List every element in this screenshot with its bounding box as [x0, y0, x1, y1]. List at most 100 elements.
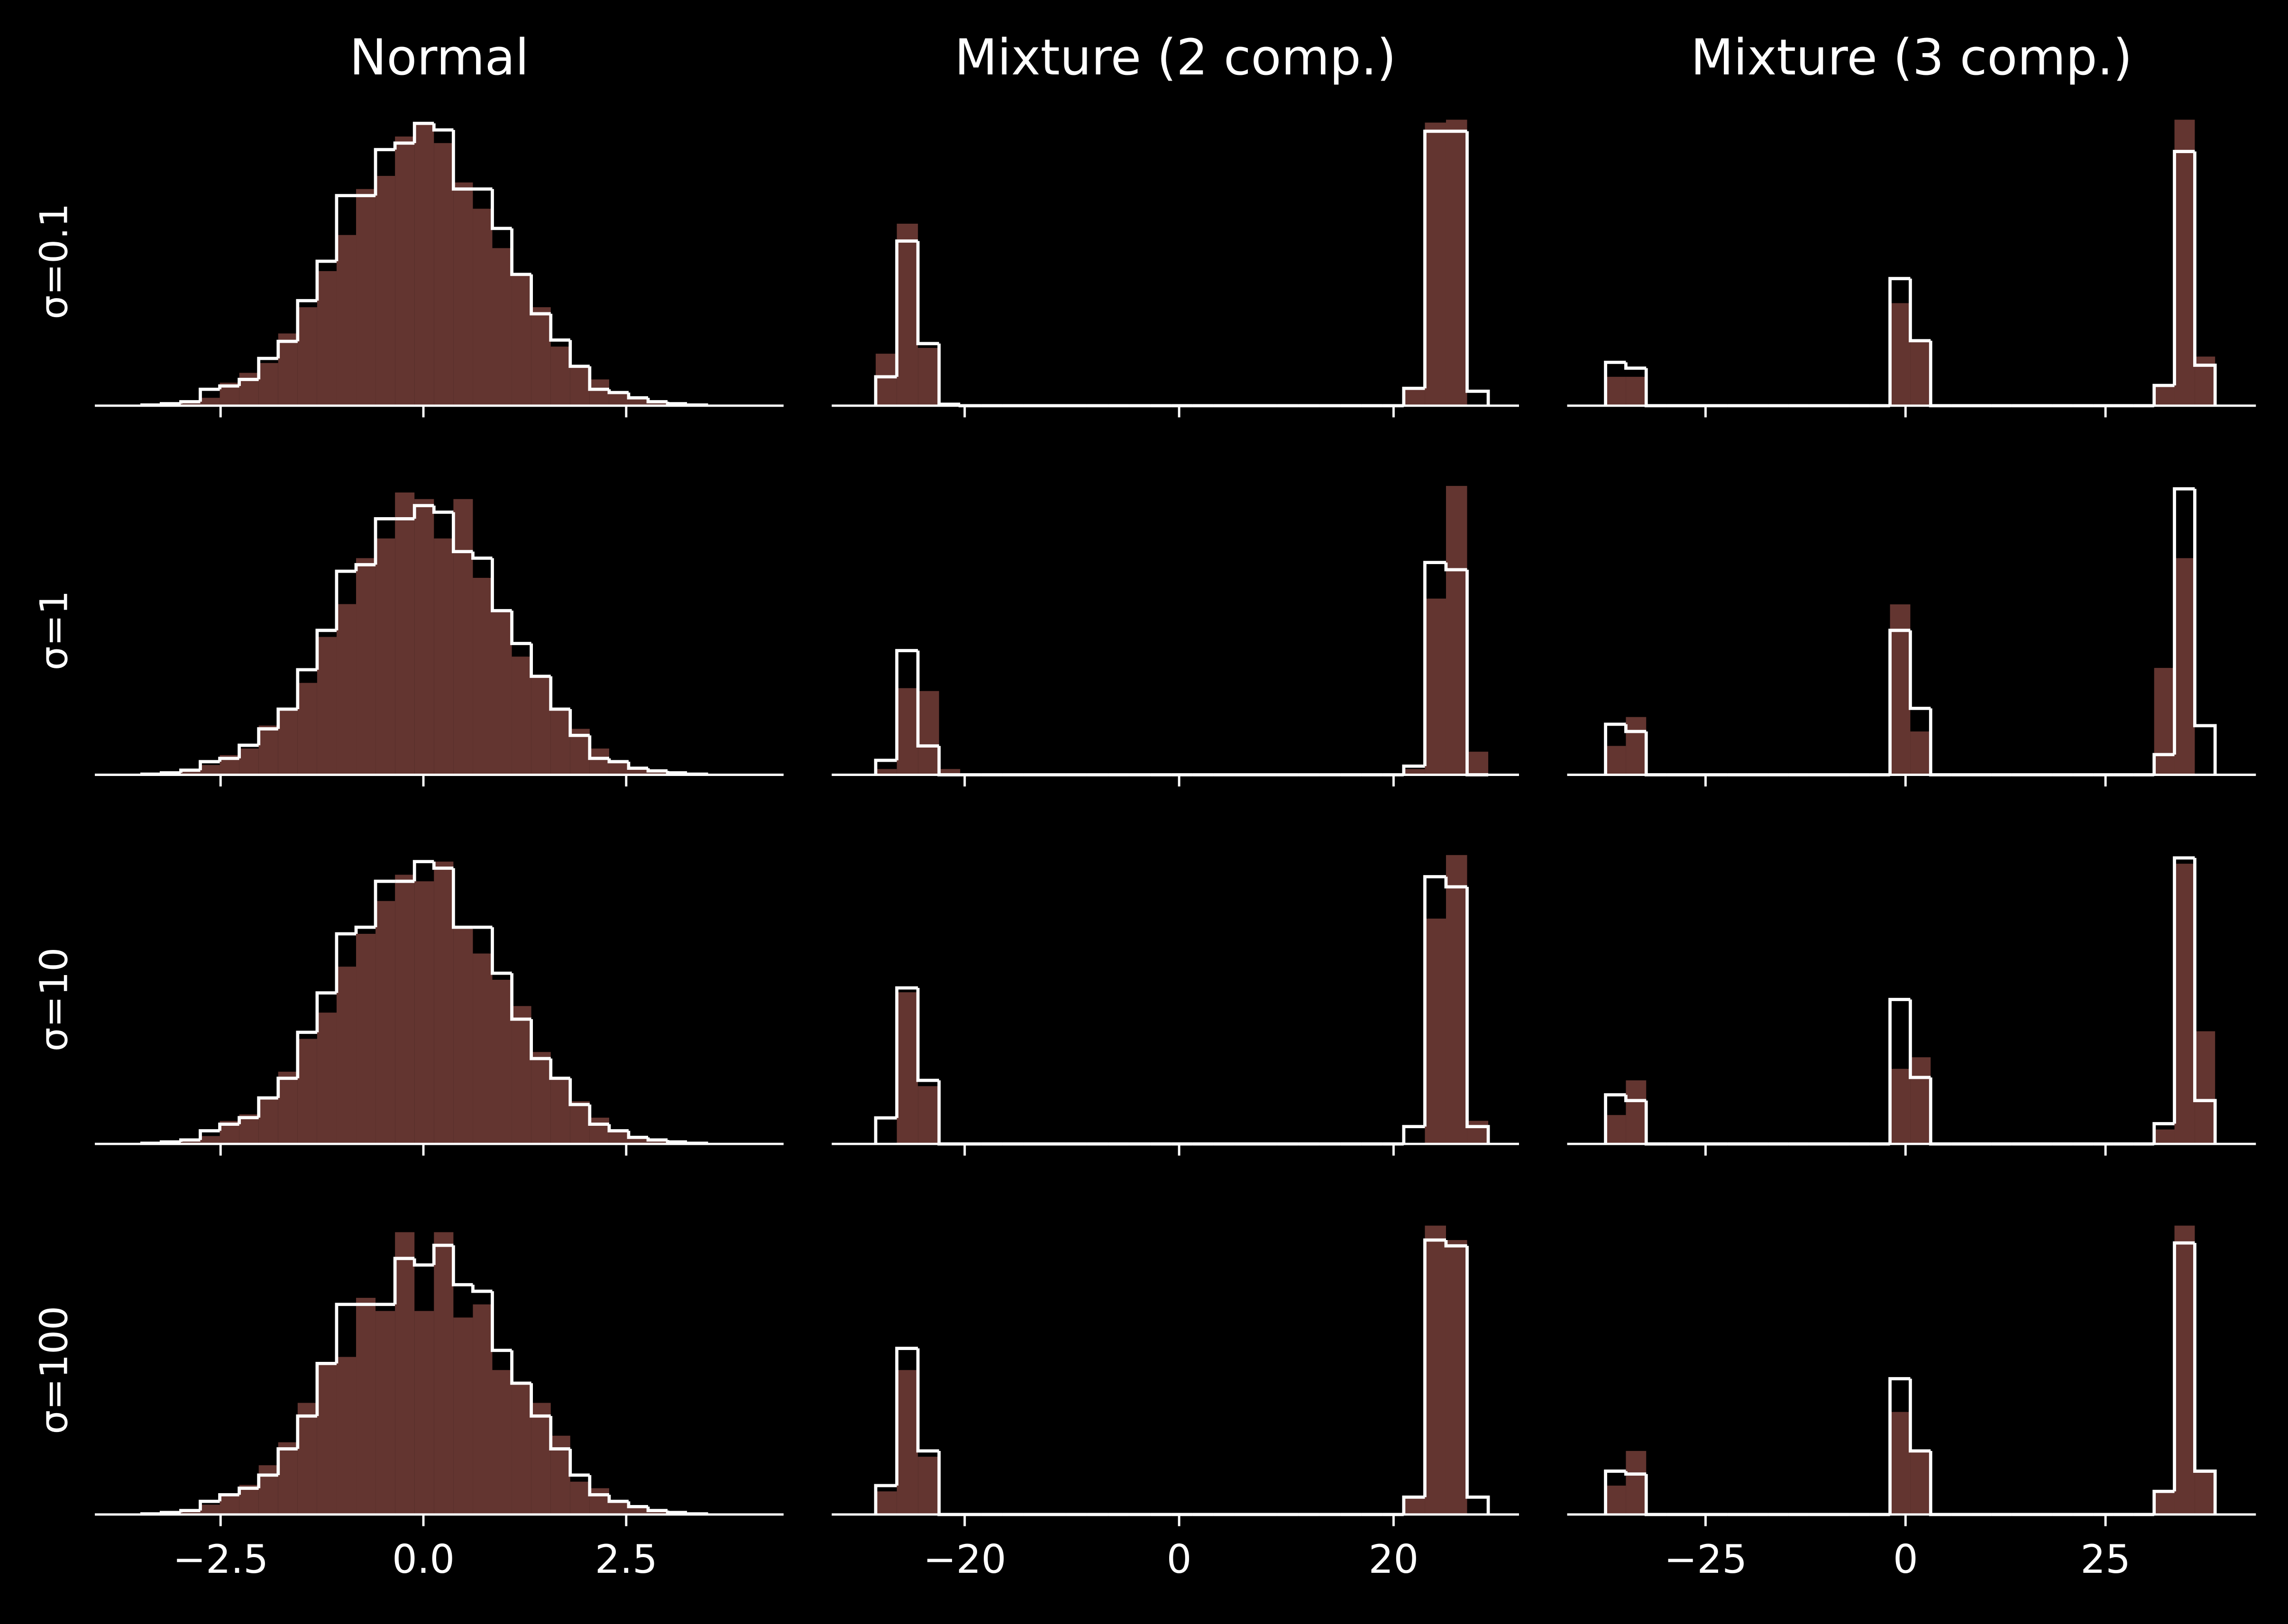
bar: [2174, 864, 2195, 1144]
bar: [570, 366, 590, 406]
bar: [531, 676, 551, 775]
bar: [2174, 119, 2195, 406]
step-segment: [1888, 629, 1911, 775]
x-tick-label: −20: [923, 1536, 1006, 1582]
bar: [297, 307, 317, 406]
bar: [648, 402, 668, 406]
step-segment: [895, 1347, 918, 1486]
step-segment: [627, 1501, 649, 1508]
bar: [876, 354, 897, 406]
bar: [395, 875, 415, 1144]
step-segment: [393, 141, 415, 150]
step-segment: [646, 398, 668, 403]
step-segment: [568, 1078, 590, 1106]
step-segment: [1402, 1496, 1425, 1515]
bar: [897, 223, 918, 406]
step-segment: [2152, 753, 2175, 775]
step-segment: [218, 757, 239, 762]
bar: [1425, 598, 1446, 775]
step-segment: [549, 676, 570, 711]
step-segment: [530, 274, 551, 316]
bar: [258, 725, 278, 775]
step-segment: [895, 649, 918, 761]
step-segment: [491, 1291, 512, 1352]
step-segment: [2173, 150, 2195, 386]
bar: [181, 401, 201, 406]
bar: [1605, 746, 1626, 775]
panel-title: Mixture (3 comp.): [1691, 28, 2132, 86]
step-segment: [1604, 361, 1626, 406]
bar: [414, 1311, 434, 1515]
bar: [1446, 486, 1467, 775]
bar: [550, 347, 570, 406]
x-tick-label: −2.5: [173, 1536, 268, 1582]
step-segment: [916, 241, 939, 346]
bar: [1403, 1497, 1425, 1515]
step-segment: [627, 392, 649, 400]
step-segment: [238, 378, 259, 386]
step-segment: [335, 194, 357, 262]
bar: [1910, 731, 1931, 775]
step-segment: [549, 1416, 570, 1451]
bar: [317, 1363, 337, 1515]
bar: [512, 1006, 531, 1144]
y-axis-label: σ=100: [32, 1306, 76, 1434]
bar: [897, 1370, 918, 1515]
step-segment: [1402, 1125, 1425, 1144]
step-segment: [296, 668, 317, 710]
bar: [589, 748, 609, 775]
bar: [512, 1383, 531, 1515]
bar: [628, 399, 649, 406]
bar: [375, 1311, 395, 1515]
bar: [453, 499, 473, 775]
bar: [609, 1501, 629, 1515]
bar: [200, 1505, 220, 1515]
bar: [239, 748, 259, 775]
bar: [1910, 1057, 1931, 1144]
bar: [1446, 1240, 1467, 1515]
bar: [181, 1510, 201, 1515]
bar: [570, 1101, 590, 1144]
x-tick-label: 20: [1369, 1536, 1419, 1582]
step-segment: [607, 389, 629, 394]
step-segment: [257, 1473, 278, 1488]
bar: [278, 1071, 298, 1144]
bar: [2154, 668, 2175, 775]
bar: [2154, 1129, 2175, 1144]
step-segment: [874, 1484, 897, 1515]
bar: [1446, 119, 1467, 406]
bar: [2154, 1491, 2175, 1515]
step-segment: [530, 1019, 551, 1060]
bar: [876, 1491, 897, 1515]
step-segment: [179, 1509, 201, 1513]
bar: [336, 235, 357, 406]
bar: [1605, 376, 1626, 406]
bar: [918, 347, 939, 406]
step-segment: [1604, 722, 1626, 775]
step-segment: [412, 121, 434, 143]
step-segment: [1423, 1238, 1446, 1497]
step-segment: [491, 927, 512, 975]
bar: [609, 392, 629, 406]
step-segment: [568, 340, 590, 368]
step-segment: [374, 148, 395, 196]
bar: [239, 1485, 259, 1515]
step-segment: [1465, 131, 1490, 406]
bar: [239, 1114, 259, 1144]
bar: [473, 578, 493, 775]
bar: [414, 123, 434, 406]
step-segment: [1624, 1471, 1647, 1476]
bar: [918, 1086, 939, 1144]
step-segment: [451, 1245, 473, 1286]
bar: [278, 333, 298, 406]
bar: [492, 248, 512, 406]
bar: [1467, 1121, 1489, 1144]
bar: [181, 1139, 201, 1144]
step-segment: [1444, 562, 1467, 572]
step-segment: [1402, 764, 1425, 775]
bar: [220, 1495, 239, 1515]
bar: [918, 691, 939, 775]
x-tick-label: 0: [1167, 1536, 1192, 1582]
y-axis-label: σ=0.1: [32, 203, 76, 319]
step-segment: [199, 1499, 220, 1511]
